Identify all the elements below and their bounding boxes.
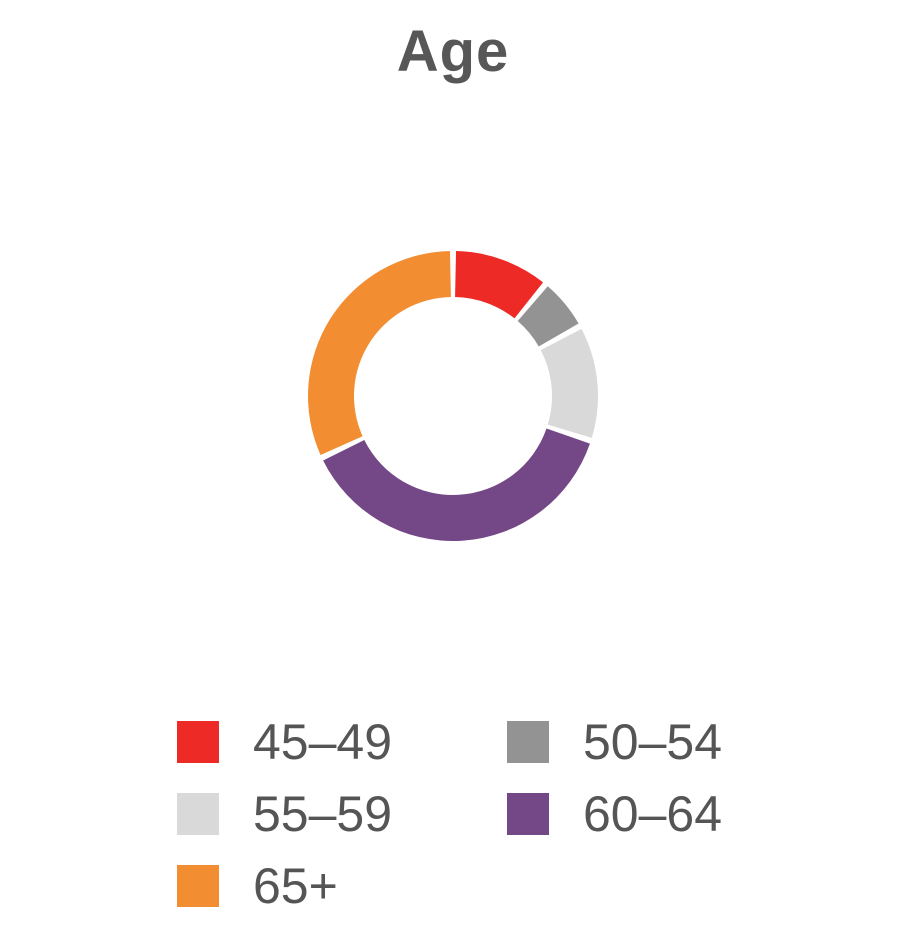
- legend-label-65-plus: 65+: [253, 858, 338, 914]
- slice-65-plus: [307, 251, 451, 455]
- legend-item-65-plus: 65+: [177, 858, 338, 914]
- legend-swatch-60-64: [507, 793, 549, 835]
- chart-title: Age: [396, 19, 510, 84]
- legend-item-60-64: 60–64: [507, 786, 723, 842]
- legend-label-55-59: 55–59: [253, 786, 393, 842]
- legend-label-50-54: 50–54: [583, 714, 723, 770]
- legend-item-50-54: 50–54: [507, 714, 723, 770]
- legend-swatch-45-49: [177, 721, 219, 763]
- slice-50-54: [517, 286, 579, 347]
- slice-55-59: [540, 328, 598, 438]
- legend-swatch-50-54: [507, 721, 549, 763]
- slice-60-64: [323, 428, 590, 541]
- legend-swatch-65-plus: [177, 865, 219, 907]
- legend-item-45-49: 45–49: [177, 714, 393, 770]
- slice-45-49: [455, 251, 544, 319]
- legend-label-45-49: 45–49: [253, 714, 393, 770]
- legend-item-55-59: 55–59: [177, 786, 393, 842]
- legend-label-60-64: 60–64: [583, 786, 723, 842]
- legend-swatch-55-59: [177, 793, 219, 835]
